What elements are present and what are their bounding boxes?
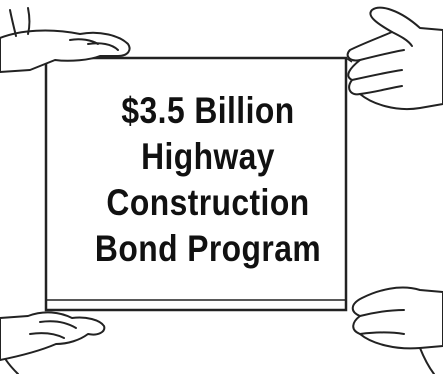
hand-bottom-left-icon: [0, 311, 106, 374]
sign-board-face: [44, 56, 348, 312]
headline-line-3: Construction: [106, 182, 310, 223]
hand-bottom-right-icon: [351, 286, 443, 374]
headline-line-2: Highway: [141, 136, 275, 177]
sign-board-right-edge: [345, 57, 353, 63]
headline-line-4: Bond Program: [94, 228, 322, 269]
sign-board: [44, 56, 353, 312]
headline-line-1: $3.5 Billion: [121, 90, 295, 131]
hand-top-left-icon: [0, 7, 131, 73]
hand-top-right-icon: [346, 6, 443, 110]
sign-headline: $3.5 Billion Highway Construction Bond P…: [81, 88, 336, 272]
